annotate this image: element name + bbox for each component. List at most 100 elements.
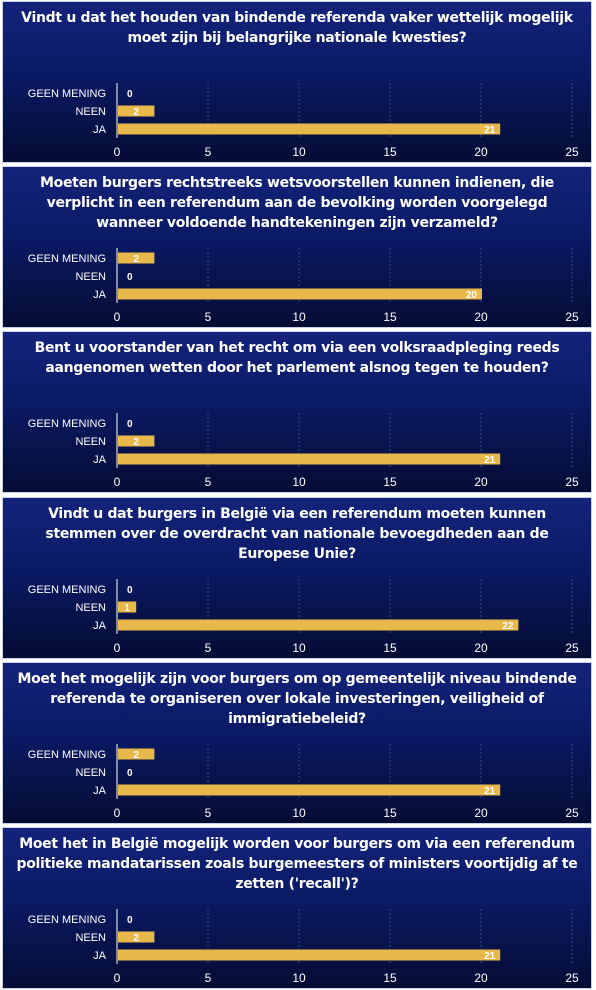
value-label: 2 [133, 750, 139, 761]
category-label: JA [93, 454, 107, 466]
x-tick-label: 10 [292, 475, 306, 489]
bar-ja [118, 288, 482, 300]
category-label: GEEN MENING [28, 418, 106, 430]
x-tick-label: 5 [205, 310, 212, 324]
category-label: JA [93, 785, 107, 797]
question-title: Moet het mogelijk zijn voor burgers om o… [17, 671, 577, 727]
x-tick-label: 20 [474, 806, 488, 820]
x-tick-label: 5 [205, 806, 212, 820]
x-tick-label: 25 [565, 806, 579, 820]
question-title: Vindt u dat het houden van bindende refe… [21, 10, 573, 46]
category-label: JA [93, 620, 107, 632]
bar-chart: 0 5 10 15 20 25 GEEN MENING 2 NEEN 0 JA 21 [28, 744, 579, 820]
x-tick-label: 25 [565, 145, 579, 159]
x-tick-label: 25 [565, 310, 579, 324]
question-panel-4: Vindt u dat burgers in België via een re… [2, 497, 592, 659]
x-tick-label: 5 [205, 475, 212, 489]
x-tick-label: 10 [292, 310, 306, 324]
category-label: GEEN MENING [28, 88, 106, 100]
category-label: GEEN MENING [28, 749, 106, 761]
bar-chart: 0 5 10 15 20 25 GEEN MENING 0 NEEN 2 JA 21 [28, 83, 579, 159]
value-label: 0 [127, 419, 133, 430]
question-panel-6: Moet het in België mogelijk worden voor … [2, 827, 592, 989]
bar-chart: 0 5 10 15 20 25 GEEN MENING 2 NEEN 0 JA 20 [28, 248, 579, 324]
bar-neen [118, 105, 155, 117]
value-label: 21 [484, 455, 496, 466]
question-panel-5: Moet het mogelijk zijn voor burgers om o… [2, 662, 592, 824]
value-label: 0 [127, 272, 133, 283]
category-label: GEEN MENING [28, 914, 106, 926]
x-tick-label: 0 [114, 806, 121, 820]
x-tick-label: 10 [292, 971, 306, 985]
bar-geen-mening [118, 252, 155, 264]
x-tick-label: 5 [205, 145, 212, 159]
x-tick-label: 5 [205, 971, 212, 985]
value-label: 21 [484, 786, 496, 797]
bar-ja [118, 453, 501, 465]
category-label: NEEN [75, 106, 106, 118]
value-label: 2 [133, 933, 139, 944]
category-label: NEEN [75, 602, 106, 614]
x-tick-label: 20 [474, 475, 488, 489]
x-tick-label: 0 [114, 145, 121, 159]
x-tick-label: 15 [383, 310, 397, 324]
x-tick-label: 20 [474, 971, 488, 985]
category-label: JA [93, 950, 107, 962]
question-title: Bent u voorstander van het recht om via … [34, 340, 560, 376]
value-label: 21 [484, 951, 496, 962]
question-title: Moet het in België mogelijk worden voor … [16, 836, 578, 892]
bar-chart: 0 5 10 15 20 25 GEEN MENING 0 NEEN 1 JA 22 [28, 579, 579, 655]
bar-ja [118, 784, 501, 796]
x-tick-label: 10 [292, 806, 306, 820]
question-panel-2: Moeten burgers rechtstreeks wetsvoorstel… [2, 166, 592, 328]
x-tick-label: 15 [383, 145, 397, 159]
category-label: NEEN [75, 436, 106, 448]
question-title: Moeten burgers rechtstreeks wetsvoorstel… [40, 175, 554, 231]
value-label: 2 [133, 437, 139, 448]
question-panel-3: Bent u voorstander van het recht om via … [2, 331, 592, 493]
x-tick-label: 20 [474, 641, 488, 655]
value-label: 0 [127, 768, 133, 779]
value-label: 1 [124, 603, 130, 614]
category-label: GEEN MENING [28, 253, 106, 265]
x-tick-label: 15 [383, 806, 397, 820]
bar-chart: 0 5 10 15 20 25 GEEN MENING 0 NEEN 2 JA 21 [28, 413, 579, 489]
bar-chart: 0 5 10 15 20 25 GEEN MENING 0 NEEN 2 JA 21 [28, 909, 579, 985]
x-tick-label: 20 [474, 310, 488, 324]
x-tick-label: 25 [565, 475, 579, 489]
value-label: 22 [502, 621, 514, 632]
category-label: GEEN MENING [28, 584, 106, 596]
bar-ja [118, 949, 501, 961]
bar-neen [118, 435, 155, 447]
x-tick-label: 0 [114, 641, 121, 655]
value-label: 20 [466, 290, 478, 301]
value-label: 21 [484, 125, 496, 136]
x-tick-label: 25 [565, 971, 579, 985]
x-tick-label: 0 [114, 971, 121, 985]
x-tick-label: 15 [383, 641, 397, 655]
bar-neen [118, 601, 137, 613]
value-label: 2 [133, 107, 139, 118]
x-tick-label: 0 [114, 475, 121, 489]
x-tick-label: 10 [292, 641, 306, 655]
category-label: NEEN [75, 271, 106, 283]
category-label: JA [93, 124, 107, 136]
x-tick-label: 20 [474, 145, 488, 159]
category-label: NEEN [75, 932, 106, 944]
bar-ja [118, 619, 519, 631]
question-title: Vindt u dat burgers in België via een re… [45, 506, 549, 562]
x-tick-label: 15 [383, 475, 397, 489]
value-label: 0 [127, 915, 133, 926]
x-tick-label: 15 [383, 971, 397, 985]
value-label: 2 [133, 254, 139, 265]
x-tick-label: 10 [292, 145, 306, 159]
question-panel-1: Vindt u dat het houden van bindende refe… [2, 1, 592, 163]
bar-ja [118, 123, 501, 135]
bar-geen-mening [118, 748, 155, 760]
x-tick-label: 0 [114, 310, 121, 324]
category-label: NEEN [75, 767, 106, 779]
category-label: JA [93, 289, 107, 301]
x-tick-label: 5 [205, 641, 212, 655]
value-label: 0 [127, 89, 133, 100]
